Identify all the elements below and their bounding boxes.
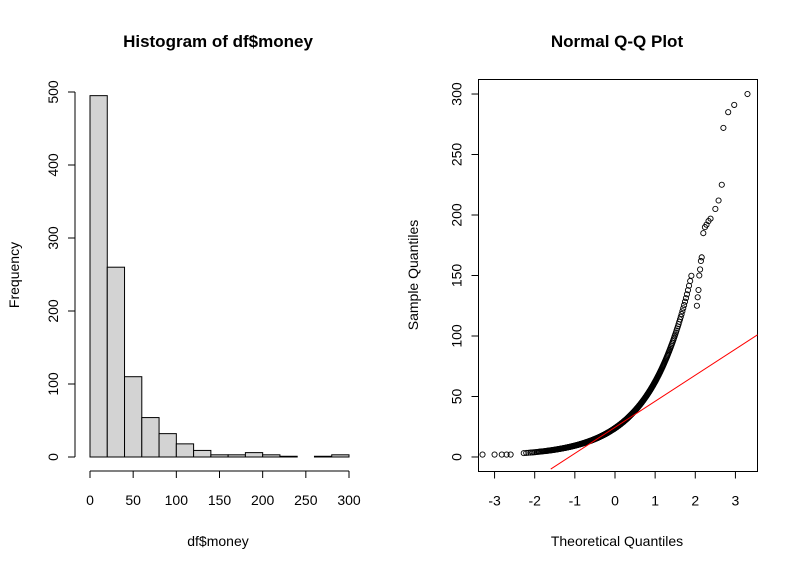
histogram-title: Histogram of df$money: [123, 32, 313, 51]
qq-point: [491, 451, 498, 458]
qq-point: [507, 451, 514, 458]
histogram-bars: [89, 95, 350, 458]
histogram-x-tick-label: 250: [294, 492, 318, 508]
histogram-panel: Histogram of df$money 0 50 100 150 200 250 300…: [6, 32, 361, 549]
histogram-y-tick-label: 100: [45, 372, 61, 396]
histogram-y-tick-label: 300: [45, 226, 61, 250]
qq-x-tick-label: 0: [611, 493, 619, 509]
histogram-bar: [279, 455, 298, 458]
qq-point: [707, 215, 714, 222]
qq-point: [682, 295, 689, 302]
histogram-bar: [175, 443, 195, 458]
qq-point: [698, 254, 705, 261]
histogram-y-axis: 0 100 200 300 400 500: [45, 80, 76, 461]
histogram-x-tick-label: 150: [208, 492, 232, 508]
qq-y-tick-label: 100: [449, 324, 465, 348]
histogram-bar: [158, 433, 177, 458]
qq-plot-box: [478, 79, 758, 472]
qq-point: [720, 124, 727, 131]
qq-point: [718, 181, 725, 188]
histogram-bar: [244, 452, 264, 458]
qq-point: [680, 305, 687, 312]
histogram-x-tick-label: 300: [337, 492, 361, 508]
qq-point: [697, 257, 704, 265]
qq-point: [693, 302, 700, 309]
histogram-bar: [141, 417, 160, 458]
qq-point: [696, 272, 703, 279]
qq-point: [687, 277, 694, 285]
qq-point: [520, 450, 527, 457]
qq-plot-panel: Normal Q-Q Plot -3 -2 -1 0 1 2 3 0 50 100 150 200 2…: [405, 32, 758, 549]
histogram-x-label: df$money: [187, 533, 248, 549]
qq-x-tick-label: 1: [651, 493, 659, 509]
qq-point: [695, 286, 702, 294]
qq-point: [683, 291, 690, 298]
histogram-bar: [262, 454, 281, 458]
qq-points: [479, 90, 751, 458]
histogram-y-tick-label: 0: [45, 453, 61, 461]
qq-y-tick-label: 250: [449, 143, 465, 167]
histogram-bar: [227, 454, 246, 458]
qq-y-tick-label: 150: [449, 264, 465, 288]
qq-point: [681, 302, 688, 309]
qq-point: [503, 451, 510, 458]
qq-reference-line: [550, 334, 758, 470]
histogram-x-tick-label: 200: [251, 492, 275, 508]
qq-point: [725, 109, 732, 116]
qq-x-axis: -3 -2 -1 0 1 2 3: [488, 471, 740, 509]
qq-plot-title: Normal Q-Q Plot: [551, 32, 684, 51]
histogram-bar: [124, 376, 143, 458]
histogram-bar: [331, 454, 350, 458]
qq-point: [479, 451, 486, 458]
histogram-bar: [193, 449, 212, 458]
qq-point: [679, 308, 686, 315]
qq-point: [700, 230, 707, 237]
qq-point: [697, 266, 704, 273]
qq-y-tick-label: 200: [449, 203, 465, 227]
qq-y-tick-label: 300: [449, 82, 465, 106]
qq-point: [694, 294, 701, 301]
qq-x-tick-label: -2: [528, 493, 541, 509]
qq-x-tick-label: -1: [569, 493, 582, 509]
histogram-bar: [313, 455, 333, 458]
histogram-bar: [89, 95, 108, 458]
qq-y-tick-label: 0: [449, 453, 465, 461]
qq-x-tick-label: -3: [488, 493, 501, 509]
qq-y-axis: 0 50 100 150 200 250 300: [449, 82, 479, 461]
histogram-y-tick-label: 500: [45, 80, 61, 104]
qq-x-label: Theoretical Quantiles: [551, 533, 683, 549]
histogram-bar: [210, 454, 229, 458]
qq-point: [523, 449, 530, 456]
qq-y-label: Sample Quantiles: [405, 220, 421, 331]
histogram-y-tick-label: 400: [45, 153, 61, 177]
histogram-y-label: Frequency: [6, 242, 22, 308]
qq-point: [715, 197, 722, 204]
histogram-x-tick-label: 50: [125, 492, 141, 508]
qq-point: [681, 298, 689, 305]
qq-point: [731, 101, 738, 108]
histogram-y-tick-label: 200: [45, 299, 61, 323]
qq-point: [678, 311, 685, 318]
qq-point: [676, 316, 684, 323]
qq-x-tick-label: 3: [732, 493, 740, 509]
qq-point: [744, 90, 751, 98]
qq-x-tick-label: 2: [691, 493, 699, 509]
qq-point: [688, 272, 695, 279]
qq-point: [684, 287, 692, 294]
histogram-x-tick-label: 0: [86, 492, 94, 508]
qq-point: [677, 313, 684, 320]
histogram-x-tick-label: 100: [165, 492, 189, 508]
histogram-x-axis: 0 50 100 150 200 250 300: [86, 470, 361, 508]
qq-point: [712, 205, 719, 213]
qq-y-tick-label: 50: [449, 388, 465, 404]
histogram-bar: [106, 266, 126, 458]
